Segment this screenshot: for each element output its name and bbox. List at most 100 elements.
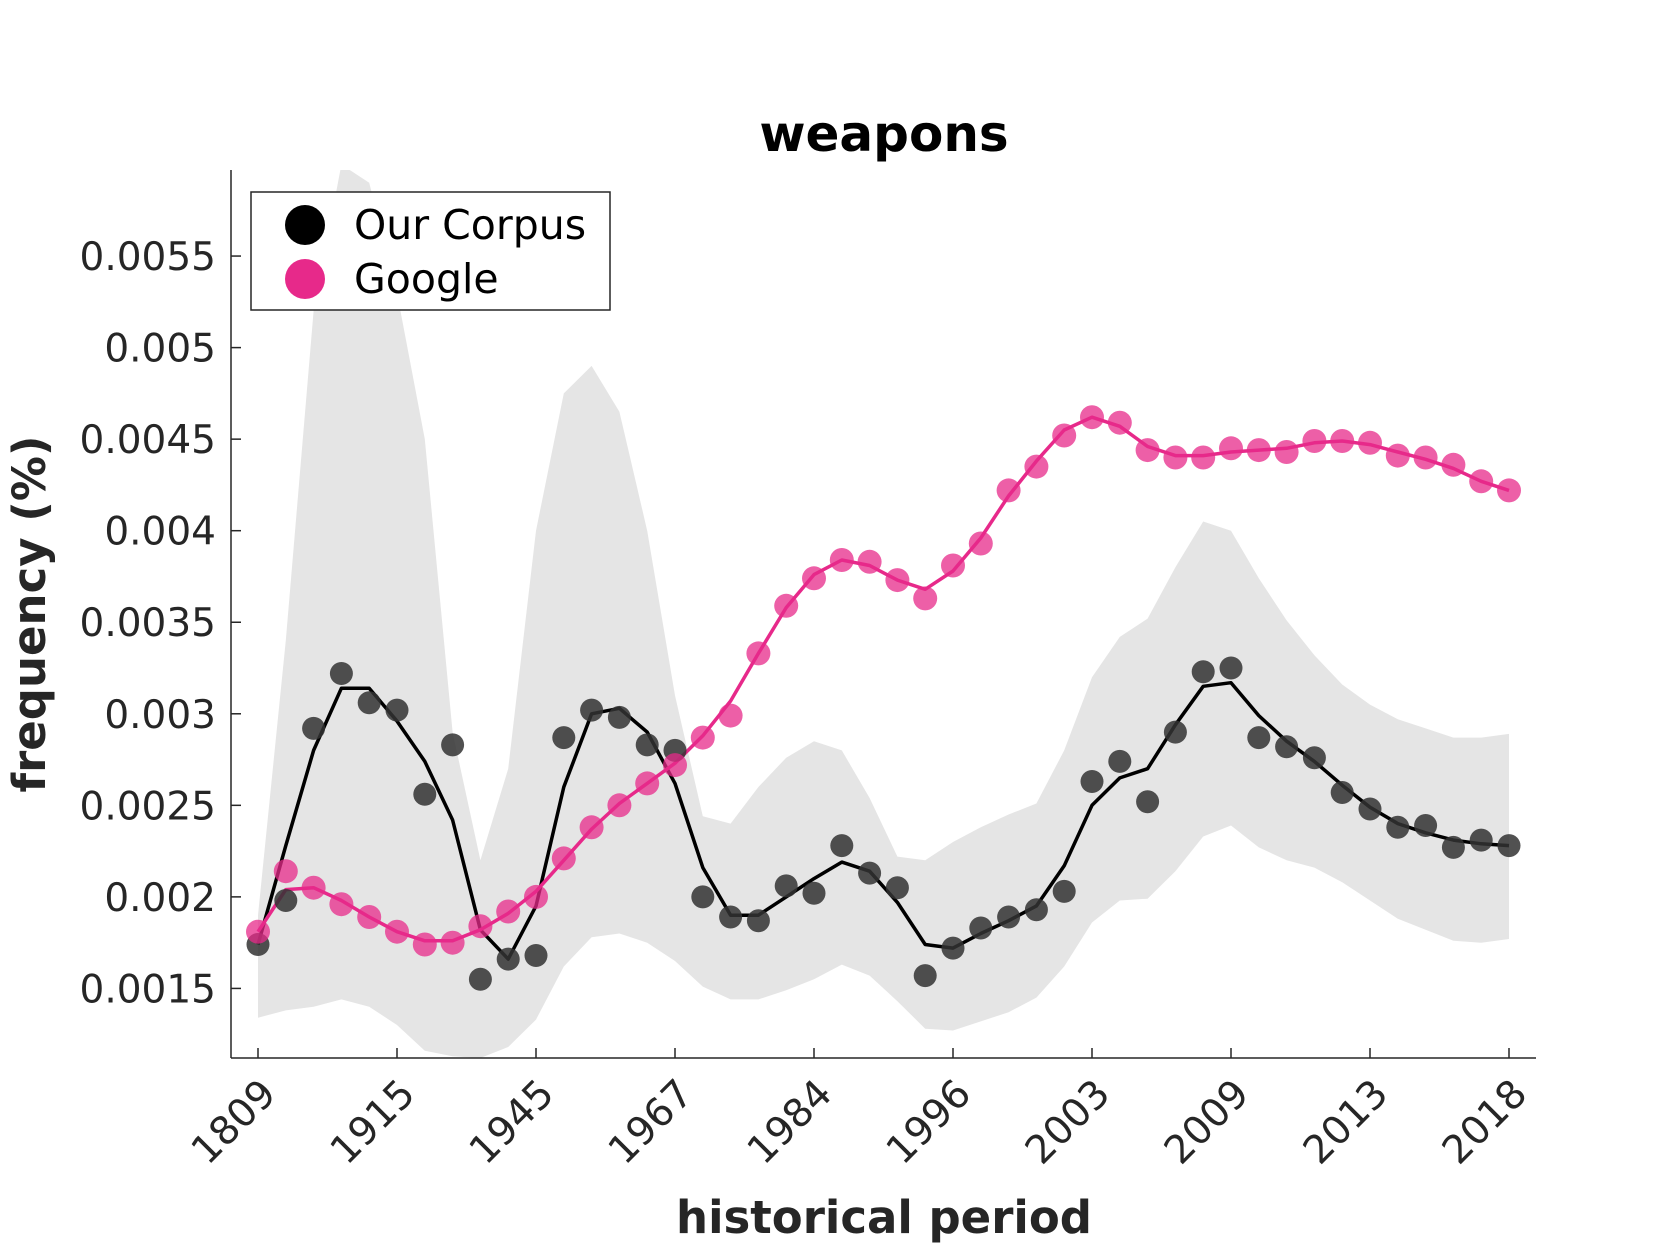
google-point bbox=[357, 905, 382, 929]
our-corpus-point bbox=[1108, 749, 1132, 773]
our-corpus-point bbox=[524, 944, 548, 967]
x-axis-label: historical period bbox=[676, 1191, 1092, 1244]
google-point bbox=[996, 478, 1021, 503]
confidence-band-our-corpus bbox=[258, 170, 1509, 1058]
our-corpus-point bbox=[1414, 814, 1438, 837]
google-point bbox=[1191, 445, 1216, 470]
google-point bbox=[468, 914, 493, 939]
google-point bbox=[857, 549, 882, 574]
google-point bbox=[551, 846, 576, 871]
y-tick-label: 0.0045 bbox=[80, 418, 216, 463]
plot-area bbox=[246, 170, 1521, 1058]
y-tick-label: 0.0025 bbox=[80, 784, 216, 829]
x-tick-label: 1967 bbox=[600, 1071, 702, 1173]
our-corpus-point bbox=[1136, 790, 1160, 814]
legend-marker-our-corpus bbox=[285, 205, 325, 245]
our-corpus-point bbox=[441, 733, 465, 757]
legend: Our Corpus Google bbox=[250, 191, 611, 311]
google-point bbox=[1135, 438, 1160, 463]
google-point bbox=[579, 815, 604, 840]
google-point bbox=[301, 875, 326, 900]
series-line-google bbox=[256, 415, 1510, 943]
y-ticks: 0.0015 0.002 0.0025 0.003 0.0035 0.004 0.0045 0… bbox=[80, 235, 241, 1012]
our-corpus-point bbox=[1302, 746, 1326, 770]
google-point bbox=[1107, 410, 1132, 435]
our-corpus-point bbox=[1469, 828, 1493, 852]
google-point bbox=[1497, 478, 1521, 503]
our-corpus-point bbox=[357, 691, 381, 715]
our-corpus-point bbox=[885, 876, 909, 900]
google-point bbox=[607, 793, 632, 818]
y-tick-label: 0.0015 bbox=[80, 967, 216, 1012]
our-corpus-point bbox=[1330, 781, 1354, 804]
x-tick-label: 1945 bbox=[461, 1071, 563, 1173]
our-corpus-point bbox=[552, 726, 576, 750]
google-point bbox=[1330, 429, 1355, 453]
our-corpus-point bbox=[691, 885, 715, 909]
google-point bbox=[690, 725, 715, 750]
google-point bbox=[1052, 423, 1077, 448]
our-corpus-point bbox=[746, 909, 770, 933]
series-line-our-corpus bbox=[256, 680, 1510, 961]
google-point bbox=[496, 899, 521, 924]
google-point bbox=[718, 703, 743, 728]
google-point bbox=[746, 641, 771, 666]
our-corpus-point bbox=[802, 881, 826, 905]
our-corpus-point bbox=[1386, 815, 1410, 839]
x-tick-label: 2003 bbox=[1017, 1071, 1119, 1173]
our-corpus-point bbox=[1275, 735, 1299, 759]
google-point bbox=[885, 568, 910, 593]
google-point bbox=[1358, 430, 1382, 455]
google-point bbox=[273, 859, 298, 884]
x-tick-label: 1984 bbox=[739, 1071, 841, 1173]
google-point bbox=[829, 548, 854, 572]
x-tick-label: 1996 bbox=[878, 1071, 980, 1173]
google-point bbox=[774, 593, 799, 618]
our-corpus-point bbox=[830, 834, 854, 858]
x-tick-label: 2013 bbox=[1295, 1071, 1397, 1173]
google-point bbox=[246, 919, 270, 944]
google-point bbox=[1302, 429, 1327, 453]
our-corpus-point bbox=[468, 967, 492, 991]
our-corpus-point bbox=[913, 964, 937, 988]
our-corpus-point bbox=[607, 705, 631, 729]
x-tick-label: 1915 bbox=[322, 1071, 424, 1173]
legend-label-google: Google bbox=[354, 255, 499, 303]
legend-marker-google bbox=[285, 259, 325, 299]
y-tick-label: 0.0035 bbox=[80, 601, 216, 646]
our-corpus-point bbox=[302, 716, 326, 740]
google-point bbox=[941, 553, 965, 578]
legend-label-our-corpus: Our Corpus bbox=[354, 201, 586, 249]
google-point bbox=[1385, 443, 1410, 468]
google-point bbox=[913, 586, 938, 611]
our-corpus-point bbox=[1441, 835, 1465, 859]
our-corpus-point bbox=[1024, 898, 1048, 922]
chart-title: weapons bbox=[759, 105, 1008, 163]
google-point bbox=[1080, 405, 1104, 430]
our-corpus-point bbox=[719, 905, 743, 929]
google-point bbox=[1469, 469, 1494, 494]
google-point bbox=[1274, 440, 1299, 464]
our-corpus-point bbox=[1052, 879, 1076, 903]
our-corpus-point bbox=[997, 905, 1021, 929]
our-corpus-point bbox=[580, 698, 604, 722]
y-tick-label: 0.002 bbox=[104, 876, 216, 921]
our-corpus-point bbox=[274, 889, 298, 912]
y-axis-label: frequency (%) bbox=[3, 436, 56, 793]
google-point bbox=[385, 919, 409, 944]
x-tick-label: 2018 bbox=[1434, 1071, 1536, 1173]
google-point bbox=[1246, 438, 1271, 463]
y-tick-label: 0.004 bbox=[104, 510, 216, 555]
our-corpus-point bbox=[969, 916, 993, 940]
our-corpus-point bbox=[858, 861, 882, 885]
our-corpus-point bbox=[774, 874, 798, 898]
google-point bbox=[802, 566, 826, 591]
x-ticks: 1809 1915 1945 1967 1984 1996 2003 2009 2013 2018 bbox=[183, 1048, 1536, 1173]
our-corpus-point bbox=[1358, 797, 1382, 821]
our-corpus-point bbox=[1247, 726, 1271, 750]
our-corpus-point bbox=[941, 936, 965, 960]
google-point bbox=[635, 771, 660, 796]
y-tick-label: 0.0055 bbox=[80, 235, 216, 280]
our-corpus-point bbox=[385, 698, 409, 722]
